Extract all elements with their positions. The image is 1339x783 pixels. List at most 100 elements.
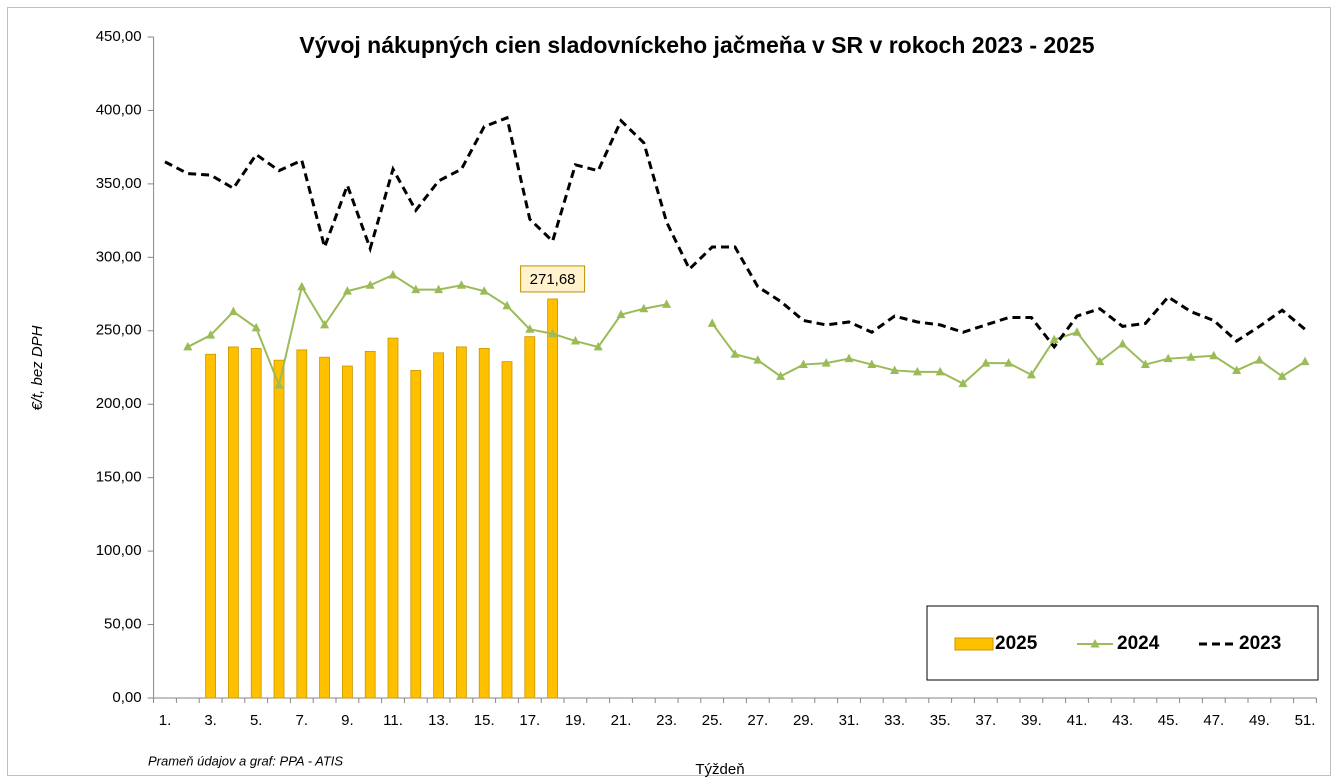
marker (411, 284, 421, 294)
bar (501, 361, 513, 699)
marker (1232, 365, 1242, 374)
marker (365, 280, 375, 289)
x-tick-label: 37. (975, 712, 996, 729)
x-tick-label: 17. (519, 712, 540, 729)
marker (981, 358, 991, 367)
marker (548, 328, 558, 338)
y-tick-label: 100,00 (96, 542, 142, 559)
bar (410, 370, 422, 699)
marker (274, 380, 284, 389)
x-tick-label: 33. (884, 712, 905, 729)
legend-label: 2023 (1239, 633, 1281, 654)
marker (320, 319, 330, 329)
marker (342, 286, 352, 295)
x-tick-label: 29. (793, 712, 814, 729)
marker (707, 318, 717, 327)
marker (1140, 359, 1150, 369)
marker (730, 349, 740, 358)
source-note: Prameň údajov a graf: PPA - ATIS (148, 753, 343, 768)
marker (228, 306, 238, 316)
bar (319, 356, 331, 699)
x-tick-label: 31. (839, 712, 860, 729)
marker (183, 341, 193, 351)
marker (1300, 356, 1310, 366)
marker (958, 378, 968, 388)
x-axis-label: Týždeň (695, 761, 744, 778)
marker (616, 309, 626, 319)
legend-label: 2025 (995, 633, 1038, 654)
marker (502, 300, 512, 310)
marker (662, 299, 672, 308)
marker (525, 324, 535, 333)
x-tick-label: 5. (250, 712, 263, 729)
marker (1186, 352, 1196, 361)
bar (387, 337, 399, 699)
marker (1118, 338, 1128, 348)
x-tick-label: 25. (702, 712, 723, 729)
marker (890, 365, 900, 374)
bar (455, 346, 467, 699)
y-tick-label: 200,00 (96, 395, 142, 412)
x-tick-label: 23. (656, 712, 677, 729)
y-tick-label: 300,00 (96, 248, 142, 265)
x-tick-label: 43. (1112, 712, 1133, 729)
bar (364, 350, 376, 699)
legend-label: 2024 (1117, 633, 1160, 654)
marker (639, 303, 649, 313)
marker (1163, 353, 1173, 363)
marker (1209, 350, 1219, 360)
bar (478, 348, 490, 699)
x-tick-label: 11. (383, 712, 403, 729)
marker (388, 269, 398, 279)
x-tick-label: 1. (159, 712, 172, 729)
marker (593, 341, 603, 351)
marker (1254, 355, 1264, 364)
x-tick-label: 41. (1067, 712, 1088, 729)
x-tick-label: 13. (428, 712, 449, 729)
x-tick-label: 47. (1203, 712, 1224, 729)
line (164, 115, 1306, 350)
marker (753, 355, 763, 364)
marker (867, 359, 877, 369)
marker (1049, 334, 1059, 344)
marker (297, 281, 307, 291)
bar (433, 352, 445, 699)
x-tick-label: 45. (1158, 712, 1179, 729)
x-tick-label: 39. (1021, 712, 1042, 729)
bar (296, 349, 308, 699)
marker (1095, 356, 1105, 366)
data-label: 271,68 (530, 271, 576, 288)
x-tick-label: 7. (296, 712, 309, 729)
marker (1026, 369, 1036, 379)
bar (205, 353, 217, 699)
marker (1277, 371, 1287, 380)
marker (456, 280, 466, 289)
marker (912, 366, 922, 376)
bar (273, 359, 285, 699)
bar (524, 336, 536, 699)
marker (206, 330, 216, 339)
x-tick-label: 35. (930, 712, 951, 729)
y-tick-label: 350,00 (96, 175, 142, 192)
marker (776, 371, 786, 380)
y-tick-label: 0,00 (112, 689, 141, 706)
x-tick-label: 15. (474, 712, 495, 729)
legend-marker (1090, 639, 1100, 648)
y-axis-label: €/t, bez DPH (29, 325, 46, 410)
legend-swatch (954, 637, 994, 651)
bar (250, 348, 262, 699)
data-label-box (520, 265, 586, 293)
marker (1004, 358, 1014, 367)
x-tick-label: 27. (747, 712, 768, 729)
x-tick-label: 49. (1249, 712, 1270, 729)
y-tick-label: 50,00 (104, 616, 142, 633)
bar (227, 346, 239, 699)
x-tick-label: 3. (204, 712, 217, 729)
y-tick-label: 400,00 (96, 101, 142, 118)
x-tick-label: 19. (565, 712, 586, 729)
bar (341, 365, 353, 699)
marker (434, 284, 444, 294)
marker (844, 353, 854, 363)
marker (821, 358, 831, 367)
